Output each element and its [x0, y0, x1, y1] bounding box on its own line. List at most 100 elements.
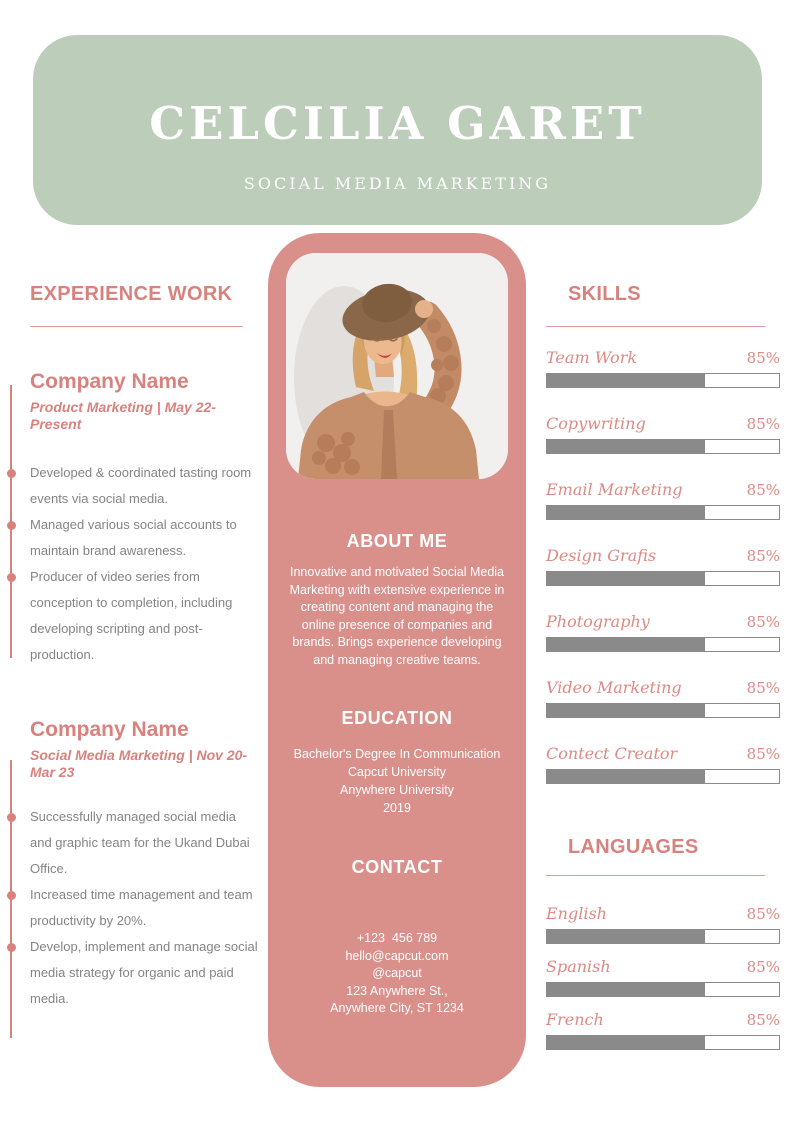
job-bullet: Increased time management and team produ… — [6, 882, 258, 934]
skill-bar-fill — [547, 704, 705, 717]
skill-bar — [546, 703, 780, 718]
job-bullet-list: Successfully managed social media and gr… — [0, 804, 262, 1012]
profile-photo — [286, 253, 508, 479]
skill-bar-fill — [547, 770, 705, 783]
skill-percent: 85% — [746, 481, 780, 499]
contact-line: @capcut — [372, 966, 422, 980]
language-label: English — [546, 904, 607, 923]
skill-bar-fill — [547, 572, 705, 585]
experience-job-1: Company Name Product Marketing | May 22-… — [0, 370, 262, 668]
bullet-dot-icon — [7, 943, 16, 952]
skill-row: Copywriting 85% — [546, 411, 780, 454]
skill-bar-fill — [547, 374, 705, 387]
skill-label: Video Marketing — [546, 678, 682, 697]
language-percent: 85% — [746, 1011, 780, 1029]
job-bullet: Producer of video series from conception… — [6, 564, 258, 668]
skill-label: Email Marketing — [546, 480, 683, 499]
skill-bar-fill — [547, 638, 705, 651]
language-bar — [546, 1035, 780, 1050]
language-row: Spanish 85% — [546, 954, 780, 997]
person-role: SOCIAL MEDIA MARKETING — [243, 174, 552, 193]
contact-lines: +123 456 789 hello@capcut.com @capcut 123 A… — [268, 895, 526, 1053]
skill-row: Contect Creator 85% — [546, 741, 780, 784]
person-name: CELCILIA GARET — [149, 97, 646, 150]
job-bullet-text: Increased time management and team produ… — [30, 887, 253, 928]
skill-bar-fill — [547, 506, 705, 519]
job-bullet-list: Developed & coordinated tasting room eve… — [0, 460, 262, 668]
skill-bar-fill — [547, 440, 705, 453]
company-name: Company Name — [30, 370, 189, 393]
skill-row: Design Grafis 85% — [546, 543, 780, 586]
job-bullet-text: Managed various social accounts to maint… — [30, 517, 237, 558]
language-row: French 85% — [546, 1007, 780, 1050]
language-bar — [546, 929, 780, 944]
skill-percent: 85% — [746, 679, 780, 697]
skill-label: Contect Creator — [546, 744, 678, 763]
skill-bar — [546, 439, 780, 454]
language-label: French — [546, 1010, 604, 1029]
experience-heading: EXPERIENCE WORK — [30, 283, 233, 305]
language-percent: 85% — [746, 905, 780, 923]
job-bullet-text: Successfully managed social media and gr… — [30, 809, 250, 876]
skill-row: Video Marketing 85% — [546, 675, 780, 718]
skill-row: Team Work 85% — [546, 345, 780, 388]
skills-rule — [546, 326, 765, 327]
languages-rule — [546, 875, 765, 876]
education-line: Capcut University — [348, 765, 446, 779]
bullet-dot-icon — [7, 573, 16, 582]
contact-heading: CONTACT — [351, 857, 443, 877]
profile-panel: ABOUT ME Innovative and motivated Social… — [268, 233, 526, 1087]
skill-percent: 85% — [746, 349, 780, 367]
bullet-dot-icon — [7, 469, 16, 478]
education-heading: EDUCATION — [341, 708, 453, 728]
skill-bar — [546, 505, 780, 520]
contact-line: Anywhere City, ST 1234 — [330, 1001, 464, 1015]
skill-bar — [546, 373, 780, 388]
job-bullet-text: Developed & coordinated tasting room eve… — [30, 465, 252, 506]
language-percent: 85% — [746, 958, 780, 976]
skill-bar — [546, 571, 780, 586]
language-bar-fill — [547, 983, 705, 996]
languages-list: English 85% Spanish 85% French 85% — [546, 901, 780, 1060]
about-text: Innovative and motivated Social Media Ma… — [289, 565, 505, 667]
skill-percent: 85% — [746, 415, 780, 433]
skill-percent: 85% — [746, 613, 780, 631]
bullet-dot-icon — [7, 521, 16, 530]
profile-photo-illustration — [286, 253, 508, 479]
education-line: Bachelor's Degree In Communication — [293, 747, 501, 761]
bullet-dot-icon — [7, 891, 16, 900]
skill-row: Email Marketing 85% — [546, 477, 780, 520]
skill-label: Photography — [546, 612, 650, 631]
education-lines: Bachelor's Degree In Communication Capcut… — [268, 745, 526, 817]
skill-label: Copywriting — [546, 414, 646, 433]
job-bullet: Managed various social accounts to maint… — [6, 512, 258, 564]
skill-label: Team Work — [546, 348, 638, 367]
language-row: English 85% — [546, 901, 780, 944]
job-meta: Social Media Marketing | Nov 20-Mar 23 — [30, 747, 248, 780]
about-heading: ABOUT ME — [346, 531, 448, 551]
skill-bar — [546, 637, 780, 652]
skill-percent: 85% — [746, 745, 780, 763]
job-bullet-text: Develop, implement and manage social med… — [30, 939, 258, 1006]
education-line: 2019 — [383, 801, 411, 815]
job-meta: Product Marketing | May 22-Present — [30, 399, 216, 432]
experience-job-2: Company Name Social Media Marketing | No… — [0, 718, 262, 1038]
language-bar — [546, 982, 780, 997]
language-bar-fill — [547, 930, 705, 943]
contact-line: 123 Anywhere St., — [346, 983, 448, 998]
company-name: Company Name — [30, 718, 189, 741]
education-line: Anywhere University — [340, 783, 454, 797]
skills-list: Team Work 85% Copywriting 85% Email Mark… — [546, 345, 780, 807]
bullet-dot-icon — [7, 813, 16, 822]
job-bullet: Successfully managed social media and gr… — [6, 804, 258, 882]
contact-line: hello@capcut.com — [345, 948, 449, 963]
job-bullet: Developed & coordinated tasting room eve… — [6, 460, 258, 512]
skill-label: Design Grafis — [546, 546, 657, 565]
language-label: Spanish — [546, 957, 611, 976]
skill-bar — [546, 769, 780, 784]
skills-heading: SKILLS — [568, 283, 641, 305]
job-bullet: Develop, implement and manage social med… — [6, 934, 258, 1012]
language-bar-fill — [547, 1036, 705, 1049]
experience-rule — [30, 326, 243, 327]
